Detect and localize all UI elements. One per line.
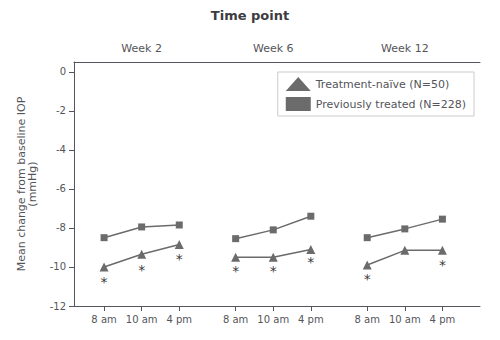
svg-text:Treatment-naïve (N=50): Treatment-naïve (N=50): [315, 78, 450, 91]
svg-text:-10: -10: [50, 261, 66, 272]
svg-text:Week 2: Week 2: [121, 42, 162, 55]
svg-text:*: *: [101, 274, 108, 290]
svg-text:Time point: Time point: [211, 8, 289, 23]
svg-text:10 am: 10 am: [126, 314, 158, 325]
svg-text:-2: -2: [56, 105, 66, 116]
svg-text:Previously treated (N=228): Previously treated (N=228): [316, 98, 466, 111]
svg-text:Week 6: Week 6: [253, 42, 294, 55]
svg-text:0: 0: [60, 66, 66, 77]
svg-text:*: *: [138, 262, 145, 278]
svg-text:*: *: [439, 257, 446, 273]
svg-text:*: *: [176, 251, 183, 267]
svg-text:-8: -8: [56, 222, 66, 233]
svg-text:8 am: 8 am: [355, 314, 380, 325]
svg-text:*: *: [232, 263, 239, 279]
svg-text:-6: -6: [56, 183, 66, 194]
svg-text:-12: -12: [50, 301, 66, 312]
svg-text:*: *: [364, 271, 371, 287]
svg-text:4 pm: 4 pm: [166, 314, 192, 325]
svg-text:10 am: 10 am: [389, 314, 421, 325]
svg-text:*: *: [270, 263, 277, 279]
svg-text:Mean change from baseline IOP: Mean change from baseline IOP: [15, 96, 28, 272]
svg-text:*: *: [307, 254, 314, 270]
svg-text:4 pm: 4 pm: [430, 314, 456, 325]
svg-text:8 am: 8 am: [91, 314, 116, 325]
svg-text:8 am: 8 am: [223, 314, 248, 325]
svg-text:-4: -4: [56, 144, 66, 155]
svg-text:4 pm: 4 pm: [298, 314, 324, 325]
svg-text:Week 12: Week 12: [381, 42, 429, 55]
svg-text:(mmHg): (mmHg): [26, 161, 39, 206]
svg-text:10 am: 10 am: [257, 314, 289, 325]
